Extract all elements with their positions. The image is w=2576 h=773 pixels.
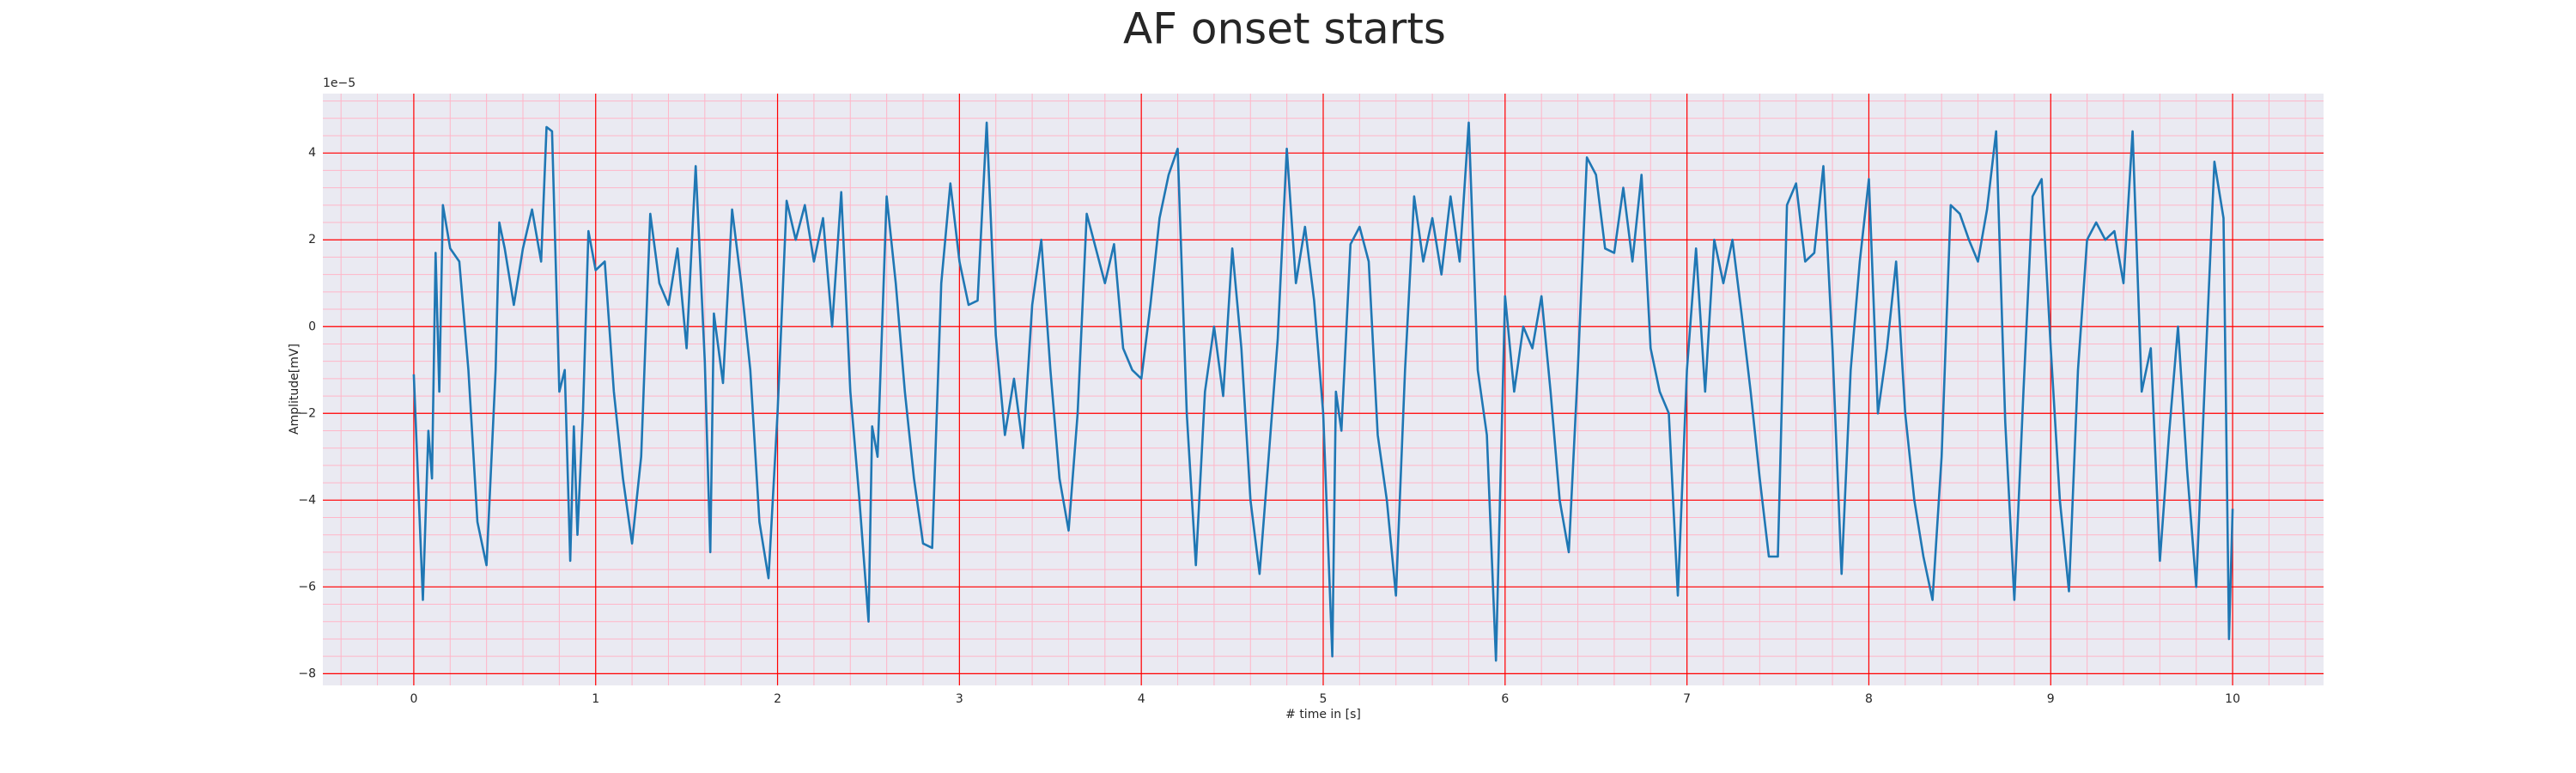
offset-text: 1e−5 <box>323 76 355 90</box>
y-tick-label: −4 <box>298 493 316 507</box>
x-tick-label: 5 <box>1320 692 1327 706</box>
x-tick-label: 9 <box>2047 692 2055 706</box>
data-line <box>412 121 2234 662</box>
y-tick-label: 2 <box>308 233 316 247</box>
y-tick-label: −6 <box>298 580 316 593</box>
x-tick-label: 2 <box>774 692 781 706</box>
x-tick-label: 1 <box>592 692 599 706</box>
x-tick-label: 7 <box>1683 692 1691 706</box>
x-tick-label: 0 <box>410 692 417 706</box>
y-tick-label: −8 <box>298 666 316 680</box>
x-tick-label: 8 <box>1865 692 1873 706</box>
y-axis-label: Amplitude[mV] <box>288 344 301 435</box>
chart-title: AF onset starts <box>1123 4 1446 54</box>
y-tick-label: 0 <box>308 320 316 333</box>
x-tick-label: 10 <box>2225 692 2240 706</box>
y-tick-label: 4 <box>308 146 316 160</box>
x-tick-label: 4 <box>1138 692 1145 706</box>
x-axis-label: # time in [s] <box>1285 708 1361 721</box>
x-tick-label: 6 <box>1501 692 1509 706</box>
x-tick-label: 3 <box>956 692 963 706</box>
y-tick-label: −2 <box>298 406 316 420</box>
